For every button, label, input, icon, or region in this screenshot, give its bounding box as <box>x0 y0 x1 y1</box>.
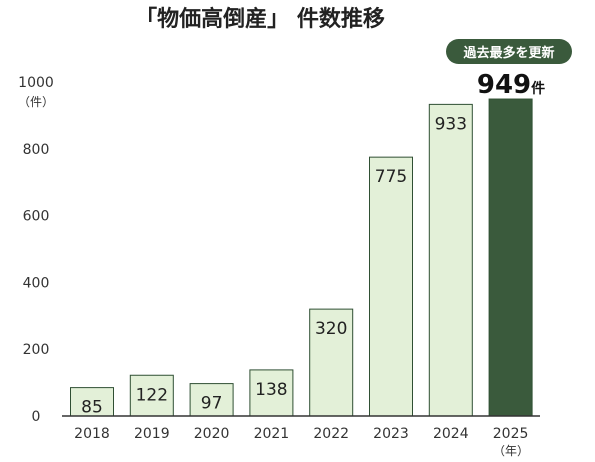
bar-value-label-2018: 85 <box>81 398 103 418</box>
bar-value-label-2021: 138 <box>255 380 287 400</box>
highlight-value-text: 949件 <box>477 70 545 100</box>
bar-labels: 85 122 97 138 320 775 933 <box>81 114 467 417</box>
y-tick-label-1: 200 <box>23 342 50 358</box>
y-axis: 0 200 400 600 800 1000 <box>18 75 54 425</box>
highlight-number: 949 <box>477 70 531 100</box>
y-unit-label: （件） <box>18 95 54 109</box>
x-tick-label-2020: 2020 <box>194 426 230 442</box>
x-axis: 2018 2019 2020 2021 2022 2023 2024 2025 <box>74 426 528 442</box>
bar-2023 <box>369 156 413 417</box>
x-tick-label-2018: 2018 <box>74 426 110 442</box>
x-tick-label-2024: 2024 <box>433 426 469 442</box>
x-unit-label: （年） <box>493 444 529 458</box>
badge-label: 過去最多を更新 <box>462 45 554 61</box>
highlight-badge: 過去最多を更新 <box>446 39 572 64</box>
y-tick-label-5: 1000 <box>18 75 54 91</box>
x-tick-label-2023: 2023 <box>373 426 409 442</box>
x-tick-label-2019: 2019 <box>134 426 170 442</box>
y-tick-label-4: 800 <box>23 142 50 158</box>
bar-value-label-2024: 933 <box>435 114 467 134</box>
y-tick-label-3: 600 <box>23 209 50 225</box>
highlight-value: 949件 <box>477 70 545 100</box>
bars <box>70 98 533 417</box>
x-tick-label-2022: 2022 <box>313 426 349 442</box>
bar-2021 <box>249 369 294 417</box>
x-tick-label-2025: 2025 <box>493 426 529 442</box>
bar-2024 <box>428 103 473 417</box>
bar-2018 <box>70 387 114 417</box>
bar-2020 <box>189 383 234 417</box>
bar-value-label-2023: 775 <box>375 167 407 187</box>
x-tick-label-2021: 2021 <box>254 426 290 442</box>
bar-2025 <box>488 98 533 417</box>
bar-value-label-2022: 320 <box>315 319 347 339</box>
bar-value-label-2020: 97 <box>201 394 223 414</box>
bar-value-label-2019: 122 <box>136 385 168 405</box>
y-tick-label-0: 0 <box>32 409 41 425</box>
bar-2022 <box>309 308 354 417</box>
highlight-unit: 件 <box>531 80 545 97</box>
y-tick-label-2: 400 <box>23 275 50 291</box>
badge-background <box>446 39 572 64</box>
chart-title: 「物価高倒産」 件数推移 <box>135 6 385 32</box>
